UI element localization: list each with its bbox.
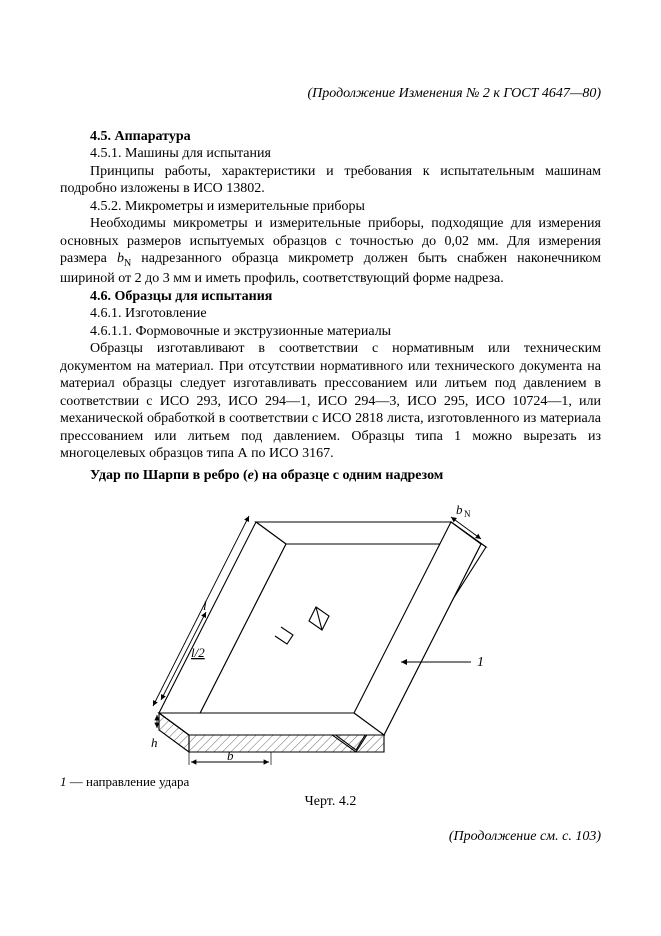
symbol-b: b — [117, 251, 124, 266]
dim-l2: l/2 — [191, 645, 205, 660]
dim-b: b — [227, 748, 234, 763]
para-4-6-1-1: Образцы изготавливают в соответствии с н… — [60, 340, 601, 463]
dim-l: l — [203, 598, 207, 613]
subsection-4-5-2: 4.5.2. Микрометры и измерительные прибор… — [60, 198, 601, 216]
section-4-6-title: 4.6. Образцы для испытания — [60, 288, 601, 306]
para-4-5-2-b: надрезанного образца микрометр должен бы… — [60, 251, 601, 286]
dim-bN-sub: N — [464, 509, 471, 519]
para-4-5-1: Принципы работы, характеристики и требов… — [60, 163, 601, 198]
specimen-diagram: l l/2 b N 1 h b — [151, 492, 511, 772]
figure-4-2: l l/2 b N 1 h b — [60, 492, 601, 772]
figure-title-b: ) на образце с одним надрезом — [254, 468, 443, 483]
subsection-4-5-1: 4.5.1. Машины для испытания — [60, 145, 601, 163]
dim-bN: b — [456, 502, 463, 517]
header-continuation-note: (Продолжение Изменения № 2 к ГОСТ 4647—8… — [60, 85, 601, 103]
figure-title-a: Удар по Шарпи в ребро ( — [90, 468, 248, 483]
section-4-5-title: 4.5. Аппаратура — [60, 128, 601, 146]
arrow-1-label: 1 — [477, 655, 484, 670]
subsection-4-6-1-1: 4.6.1.1. Формовочные и экструзионные мат… — [60, 323, 601, 341]
figure-legend-text: — направление удара — [67, 774, 190, 789]
para-4-5-2: Необходимы микрометры и измерительные пр… — [60, 215, 601, 288]
figure-title: Удар по Шарпи в ребро (е) на образце с о… — [60, 467, 601, 485]
figure-legend: 1 — направление удара — [60, 774, 601, 790]
figure-caption: Черт. 4.2 — [60, 793, 601, 811]
dim-h: h — [151, 735, 158, 750]
subsection-4-6-1: 4.6.1. Изготовление — [60, 305, 601, 323]
footer-continuation-note: (Продолжение см. с. 103) — [60, 828, 601, 846]
